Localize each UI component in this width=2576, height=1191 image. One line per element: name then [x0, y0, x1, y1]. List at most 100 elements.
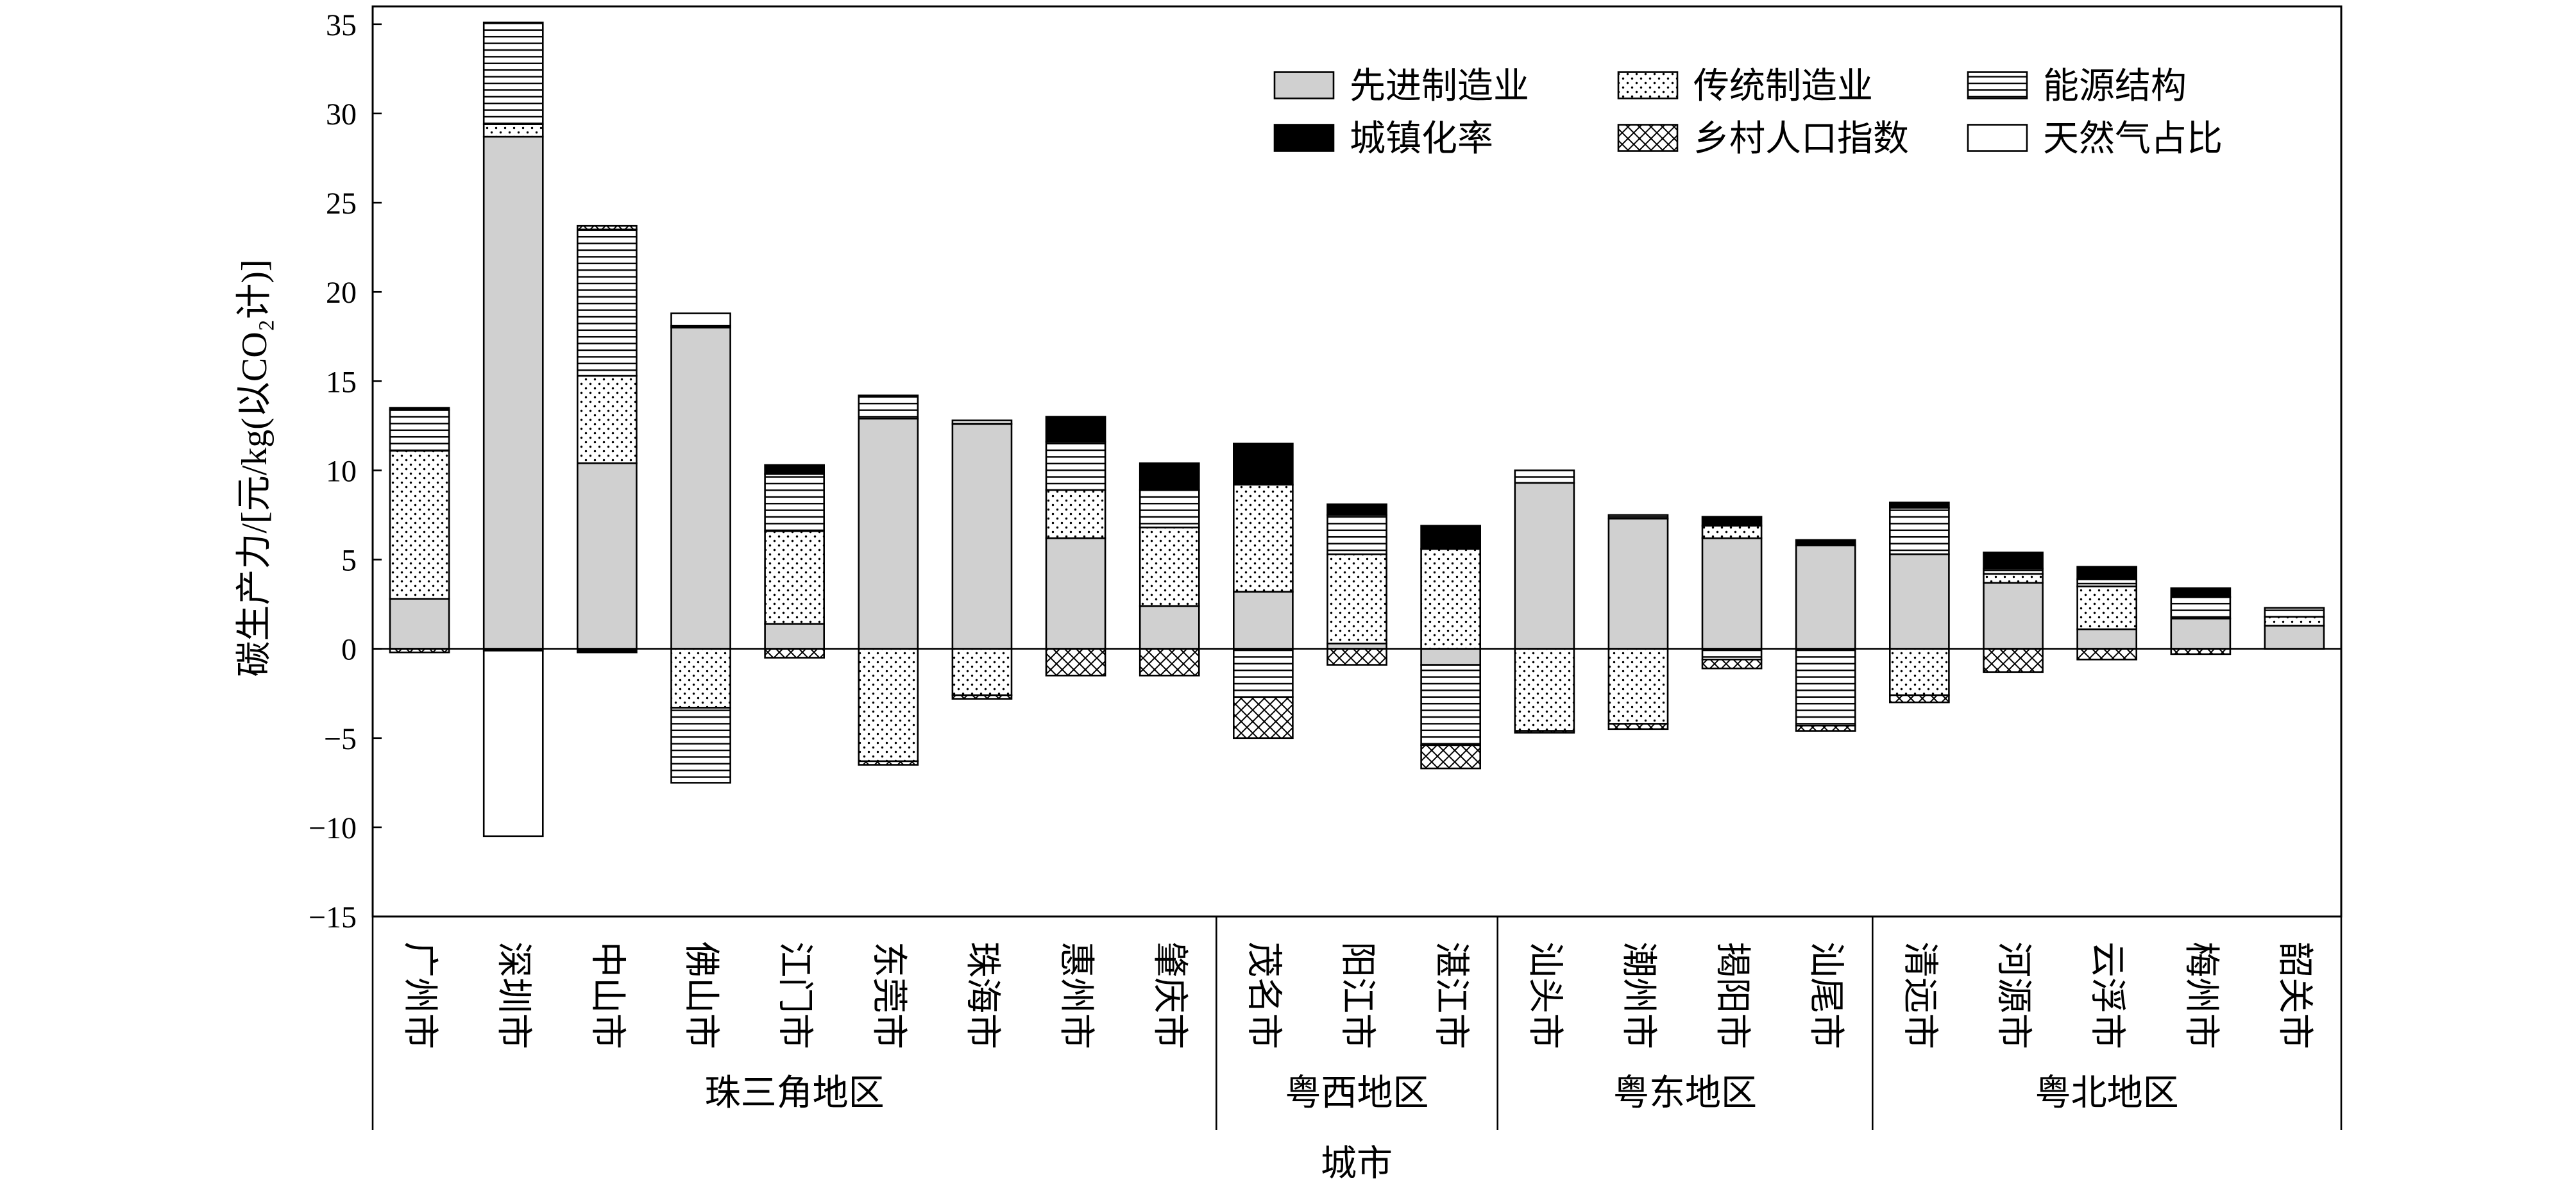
bar-segment-series-1-city-16 [1795, 544, 1856, 650]
x-axis-label: 城市 [1321, 1144, 1393, 1184]
legend-swatch [1273, 71, 1335, 99]
bar-segment-series-3-city-1 [389, 409, 450, 452]
legend-item: 先进制造业 [1273, 67, 1529, 106]
bar-segment-series-2-city-17 [1889, 648, 1950, 697]
bar-segment-series-4-city-8 [1045, 416, 1106, 443]
group-label: 粤西地区 [1285, 1074, 1429, 1113]
bar-segment-series-4-city-20 [2170, 587, 2232, 598]
x-category-label: 阳江市 [1337, 942, 1377, 1049]
bar-segment-series-5-city-11 [1326, 648, 1387, 666]
bar-segment-series-3-city-13 [1514, 469, 1575, 484]
bar-segment-series-3-city-7 [951, 419, 1013, 425]
group-label: 粤东地区 [1613, 1074, 1757, 1113]
x-category-label: 梅州市 [2181, 942, 2221, 1049]
bar-segment-series-3-city-4 [670, 707, 731, 784]
x-category-label: 韶关市 [2275, 942, 2314, 1049]
legend-item: 能源结构 [1967, 67, 2187, 106]
bar-segment-series-5-city-3 [576, 224, 638, 231]
bar-segment-series-3-city-14 [1607, 514, 1669, 519]
bar-segment-series-3-city-16 [1795, 648, 1856, 727]
bar-segment-series-2-city-2 [482, 123, 544, 138]
bar-segment-series-2-city-1 [389, 450, 450, 600]
legend-label: 天然气占比 [2043, 119, 2223, 159]
y-tick-label: −10 [309, 811, 357, 845]
y-tick-label: 10 [326, 454, 357, 488]
legend-label: 乡村人口指数 [1693, 119, 1909, 159]
bar-segment-series-5-city-10 [1233, 696, 1294, 739]
x-category-label: 肇庆市 [1149, 942, 1189, 1049]
bar-segment-series-1-city-3 [576, 462, 638, 650]
bar-segment-series-2-city-11 [1326, 553, 1387, 645]
y-tick-label: 35 [326, 8, 357, 42]
bar-segment-series-2-city-7 [951, 648, 1013, 697]
x-category-label: 汕头市 [1525, 942, 1564, 1049]
legend-label: 先进制造业 [1350, 67, 1529, 106]
x-category-label: 湛江市 [1431, 942, 1471, 1049]
bar-segment-series-5-city-15 [1701, 659, 1763, 670]
bar-segment-series-5-city-13 [1514, 730, 1575, 734]
bar-segment-series-1-city-21 [2264, 625, 2325, 650]
bar-segment-series-3-city-19 [2076, 578, 2138, 587]
bar-segment-series-1-city-20 [2170, 617, 2232, 650]
bar-segment-series-3-city-11 [1326, 514, 1387, 555]
bar-segment-series-1-city-4 [670, 326, 731, 650]
y-axis-ticks: 35 30 25 20 15 10 5 0 −5 −10 −15 [309, 8, 382, 934]
bar-segment-series-2-city-12 [1420, 548, 1482, 650]
x-category-label: 珠海市 [962, 942, 1002, 1049]
y-tick-label: 30 [326, 97, 357, 131]
bar-segment-series-3-city-8 [1045, 441, 1106, 491]
bar-segment-series-1-city-12 [1420, 648, 1482, 666]
bar-segment-series-1-city-13 [1514, 482, 1575, 650]
bar-segment-series-3-city-20 [2170, 596, 2232, 620]
bar-segment-series-4-city-12 [1420, 525, 1482, 550]
bar-segment-series-2-city-9 [1139, 527, 1200, 607]
bar-segment-series-1-city-9 [1139, 605, 1200, 650]
x-category-label: 惠州市 [1056, 942, 1096, 1049]
bar-segment-series-5-city-12 [1420, 744, 1482, 770]
bar-segment-series-6-city-4 [670, 312, 731, 327]
y-axis-label: 碳生产力/[元/kg(以CO₂计)] [235, 259, 275, 677]
bar-segment-series-4-city-5 [764, 464, 825, 475]
bar-segment-series-2-city-3 [576, 375, 638, 464]
bar-segment-series-1-city-1 [389, 598, 450, 650]
bar-segment-series-3-city-3 [576, 228, 638, 377]
legend-item: 天然气占比 [1967, 119, 2223, 159]
bar-segment-series-3-city-5 [764, 473, 825, 532]
bar-segment-series-2-city-4 [670, 648, 731, 709]
bar-segment-series-5-city-8 [1045, 648, 1106, 677]
bar-segment-series-2-city-21 [2264, 616, 2325, 627]
bar-segment-series-1-city-5 [764, 623, 825, 650]
plot-frame [371, 5, 2343, 918]
y-tick-label: 5 [341, 544, 357, 578]
group-label: 珠三角地区 [705, 1074, 885, 1113]
y-tick-label: 20 [326, 276, 357, 310]
bar-segment-series-2-city-8 [1045, 489, 1106, 539]
bar-segment-series-4-city-17 [1889, 502, 1950, 509]
bar-segment-series-4-city-10 [1233, 443, 1294, 486]
y-tick-label: 15 [326, 365, 357, 399]
bar-segment-series-4-city-9 [1139, 462, 1200, 491]
x-category-label: 中山市 [587, 942, 627, 1049]
y-tick-label: −15 [309, 900, 357, 934]
x-category-label: 广州市 [400, 942, 439, 1049]
legend-swatch [1273, 124, 1335, 152]
bar-segment-series-3-city-2 [482, 21, 544, 125]
bar-segment-series-3-city-9 [1139, 489, 1200, 528]
bar-segment-series-2-city-6 [858, 648, 919, 763]
x-category-label: 潮州市 [1618, 942, 1658, 1049]
bar-segment-series-1-city-7 [951, 423, 1013, 650]
bar-segment-series-5-city-19 [2076, 648, 2138, 661]
bar-segment-series-1-city-14 [1607, 518, 1669, 650]
x-category-label: 河源市 [1994, 942, 2033, 1049]
legend-swatch [1967, 71, 2028, 99]
x-category-label: 揭阳市 [1712, 942, 1752, 1049]
bar-segment-series-3-city-10 [1233, 648, 1294, 698]
legend-item: 城镇化率 [1273, 119, 1493, 159]
bar-segment-series-1-city-2 [482, 135, 544, 650]
bar-segment-series-5-city-16 [1795, 725, 1856, 732]
bar-segment-series-5-city-5 [764, 648, 825, 659]
x-category-label: 深圳市 [493, 942, 533, 1049]
bar-segment-series-2-city-14 [1607, 648, 1669, 725]
